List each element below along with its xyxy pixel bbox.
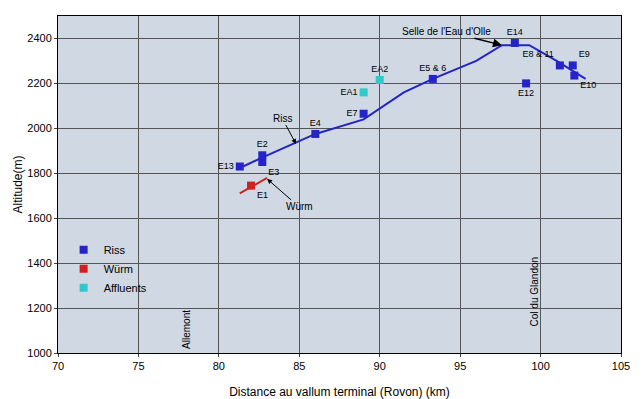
svg-text:75: 75 [132, 360, 144, 372]
svg-text:2200: 2200 [27, 77, 51, 89]
svg-text:80: 80 [213, 360, 225, 372]
svg-text:2000: 2000 [27, 122, 51, 134]
svg-text:E12: E12 [518, 88, 534, 98]
svg-text:E4: E4 [310, 118, 321, 128]
svg-text:Selle de l'Eau d'Olle: Selle de l'Eau d'Olle [402, 26, 491, 37]
svg-text:1000: 1000 [27, 347, 51, 359]
svg-text:85: 85 [293, 360, 305, 372]
svg-text:Riss: Riss [104, 244, 126, 256]
svg-text:E13: E13 [218, 161, 234, 171]
svg-text:E7: E7 [347, 108, 358, 118]
svg-text:1800: 1800 [27, 167, 51, 179]
svg-text:95: 95 [454, 360, 466, 372]
svg-text:100: 100 [531, 360, 549, 372]
svg-text:105: 105 [612, 360, 630, 372]
svg-text:E9: E9 [579, 49, 590, 59]
svg-text:E3: E3 [268, 167, 279, 177]
svg-text:70: 70 [52, 360, 64, 372]
svg-text:Distance au vallum terminal (R: Distance au vallum terminal (Rovon) (km) [229, 385, 450, 399]
svg-text:Altitude(m): Altitude(m) [11, 155, 25, 213]
svg-text:E1: E1 [257, 190, 268, 200]
svg-text:Affluents: Affluents [104, 282, 147, 294]
svg-text:1600: 1600 [27, 212, 51, 224]
svg-text:E14: E14 [507, 27, 523, 37]
svg-text:Allemont: Allemont [181, 310, 192, 349]
svg-text:Col du Glandon: Col du Glandon [529, 257, 540, 327]
svg-text:Riss: Riss [273, 113, 292, 124]
svg-text:E10: E10 [580, 80, 596, 90]
svg-text:1400: 1400 [27, 257, 51, 269]
svg-text:Würm: Würm [286, 201, 313, 212]
svg-text:EA1: EA1 [341, 87, 358, 97]
svg-text:E8 & 11: E8 & 11 [523, 49, 554, 59]
svg-text:E2: E2 [257, 139, 268, 149]
svg-text:2400: 2400 [27, 32, 51, 44]
svg-text:1200: 1200 [27, 302, 51, 314]
svg-text:Würm: Würm [104, 263, 133, 275]
svg-text:90: 90 [374, 360, 386, 372]
svg-text:EA2: EA2 [371, 64, 388, 74]
svg-text:E5 & 6: E5 & 6 [419, 63, 446, 73]
